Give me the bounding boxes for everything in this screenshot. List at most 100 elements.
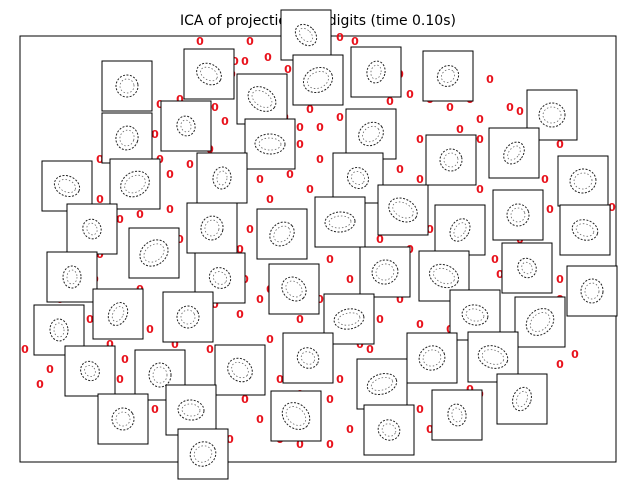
digit-stroke (111, 407, 135, 431)
digit-thumbnail (280, 9, 332, 61)
digit-thumbnail (425, 134, 477, 186)
point-label: 0 (446, 101, 454, 114)
digit-thumbnail (268, 263, 320, 315)
thumbnail-frame (282, 332, 334, 384)
digit-thumbnail (501, 242, 553, 294)
digit-stroke (506, 203, 530, 227)
point-label: 0 (211, 101, 219, 114)
digit-thumbnail (236, 73, 288, 125)
digit-stroke (507, 145, 521, 161)
digit-stroke (285, 406, 307, 426)
digit-stroke (139, 239, 169, 267)
digit-thumbnail (332, 152, 384, 204)
point-label: 0 (121, 353, 129, 366)
digit-thumbnail (196, 152, 248, 204)
thumbnail-frame (270, 390, 322, 442)
digit-stroke (381, 423, 397, 437)
digit-stroke (538, 102, 566, 128)
thumbnail-frame (186, 202, 238, 254)
thumbnail-frame (268, 263, 320, 315)
digit-stroke (115, 125, 139, 151)
digit-stroke (53, 322, 65, 338)
digit-stroke (377, 419, 401, 441)
thumbnail-frame (514, 296, 566, 348)
digit-thumbnail (557, 155, 609, 207)
point-label: 0 (231, 55, 239, 68)
thumbnail-frame (488, 127, 540, 179)
digit-stroke (516, 390, 528, 408)
digit-stroke (258, 137, 282, 151)
thumbnail-frame (292, 54, 344, 106)
thumbnail-frame (101, 112, 153, 164)
digit-stroke (119, 78, 135, 94)
thumbnail-frame (236, 73, 288, 125)
digit-stroke (358, 121, 384, 147)
point-label: 0 (36, 378, 44, 391)
digit-stroke (512, 386, 532, 412)
digit-stroke (115, 411, 131, 427)
point-label: 0 (276, 373, 284, 386)
digit-stroke (269, 221, 295, 247)
point-label: 0 (236, 308, 244, 321)
point-label: 0 (416, 173, 424, 186)
digit-thumbnail (345, 108, 397, 160)
thumbnail-frame (501, 242, 553, 294)
point-label: 0 (556, 273, 564, 286)
digit-stroke (433, 267, 455, 285)
digit-stroke (120, 170, 150, 198)
digit-stroke (481, 349, 505, 365)
digit-stroke (362, 125, 380, 143)
digit-thumbnail (177, 428, 229, 480)
point-label: 0 (486, 73, 494, 86)
thumbnail-frame (492, 189, 544, 241)
point-label: 0 (296, 438, 304, 451)
digit-stroke (525, 308, 555, 336)
point-label: 0 (316, 121, 324, 134)
point-label: 0 (264, 51, 272, 64)
point-label: 0 (296, 313, 304, 326)
digit-stroke (465, 308, 485, 322)
point-label: 0 (151, 128, 159, 141)
digit-stroke (181, 403, 201, 417)
thumbnail-frame (196, 152, 248, 204)
digit-stroke (119, 129, 135, 147)
digit-stroke (371, 259, 399, 285)
digit-thumbnail (359, 246, 411, 298)
digit-stroke (285, 280, 303, 298)
digit-stroke (176, 305, 200, 329)
digit-thumbnail (97, 393, 149, 445)
point-label: 0 (416, 318, 424, 331)
digit-thumbnail (256, 208, 308, 260)
digit-thumbnail (292, 54, 344, 106)
digit-stroke (461, 304, 489, 326)
thumbnail-frame (64, 345, 116, 397)
digit-stroke (212, 271, 228, 285)
digit-stroke (388, 197, 418, 223)
digit-stroke (337, 312, 361, 326)
digit-stroke (251, 90, 273, 108)
thumbnail-frame (363, 404, 415, 456)
point-label: 0 (106, 338, 114, 351)
point-label: 0 (296, 121, 304, 134)
point-label: 0 (176, 93, 184, 106)
digit-thumbnail (165, 384, 217, 436)
point-label: 0 (296, 138, 304, 151)
digit-stroke (447, 403, 467, 427)
digit-thumbnail (496, 373, 548, 425)
point-label: 0 (246, 223, 254, 236)
thumbnail-frame (41, 160, 93, 212)
thumbnail-frame (101, 60, 153, 112)
point-label: 0 (241, 393, 249, 406)
point-label: 0 (166, 203, 174, 216)
thumbnail-frame (332, 152, 384, 204)
thumbnail-frame (431, 389, 483, 441)
digit-stroke (302, 66, 334, 94)
digit-stroke (366, 373, 398, 395)
digit-stroke (575, 223, 595, 237)
point-label: 0 (571, 348, 579, 361)
thumbnail-frame (66, 203, 118, 255)
point-label: 0 (386, 95, 394, 108)
point-label: 0 (246, 35, 254, 48)
point-label: 0 (336, 111, 344, 124)
point-label: 0 (136, 208, 144, 221)
